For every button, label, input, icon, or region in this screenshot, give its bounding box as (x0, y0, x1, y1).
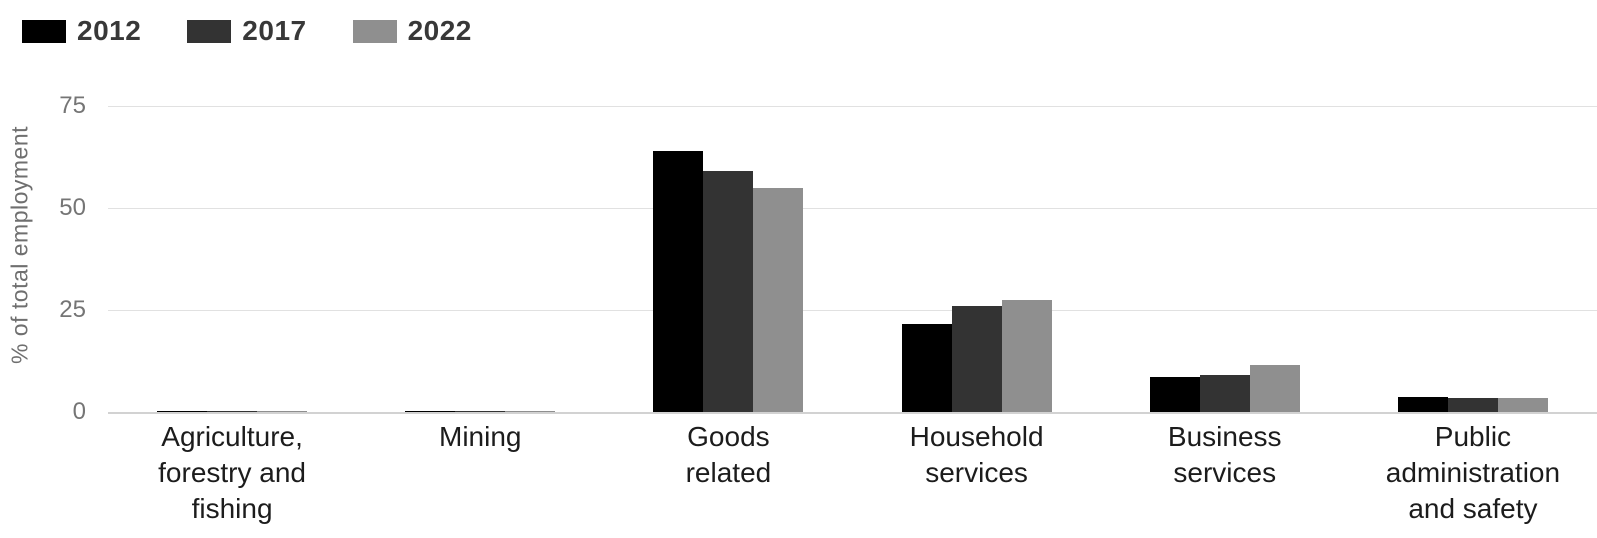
gridline-50 (108, 207, 1597, 209)
bar-groups (108, 70, 1597, 412)
y-tick-label-75: 75 (59, 91, 86, 119)
bar-group-1 (356, 411, 604, 412)
x-axis-label-4: Business services (1167, 421, 1282, 488)
bar-2022-category-0 (257, 411, 308, 412)
bar-2017-category-2 (703, 171, 754, 412)
y-tick-label-50: 50 (59, 193, 86, 221)
bar-2017-category-1 (455, 411, 506, 412)
legend-item-2017: 2017 (187, 15, 306, 47)
x-axis-label-3: Household services (909, 421, 1044, 488)
x-axis-labels: Agriculture, forestry and fishing Mining G… (108, 419, 1597, 527)
x-axis-label-1: Mining (439, 421, 522, 452)
legend-label: 2012 (77, 15, 142, 46)
bar-2012-category-2 (653, 151, 704, 412)
y-axis-title: % of total employment (6, 125, 33, 365)
legend-swatch-2022 (352, 19, 397, 43)
bar-2022-category-2 (753, 188, 804, 412)
x-axis-label-2: Goods related (685, 421, 772, 488)
bar-2022-category-5 (1497, 398, 1548, 412)
y-tick-label-25: 25 (59, 295, 86, 323)
legend: 2012 2017 2022 (22, 15, 472, 47)
bar-2017-category-3 (951, 306, 1002, 412)
gridline-75 (108, 105, 1597, 107)
legend-label: 2022 (407, 15, 472, 46)
bar-2012-category-3 (901, 324, 952, 412)
x-axis-label-5: Public administration and safety (1385, 421, 1561, 524)
bar-2012-category-4 (1149, 377, 1200, 412)
bar-group-2 (604, 151, 852, 412)
bar-2022-category-1 (505, 411, 556, 412)
legend-swatch-2012 (22, 19, 66, 43)
bar-2017-category-4 (1199, 375, 1250, 412)
bar-group-5 (1349, 397, 1597, 412)
x-axis-label-0: Agriculture, forestry and fishing (158, 421, 306, 524)
bar-2017-category-5 (1447, 398, 1498, 412)
bar-2012-category-0 (157, 411, 208, 412)
y-tick-label-0: 0 (72, 398, 86, 425)
bar-2012-category-5 (1397, 397, 1448, 412)
legend-swatch-2017 (187, 19, 232, 43)
legend-item-2022: 2022 (352, 15, 472, 47)
bar-group-3 (853, 300, 1101, 412)
legend-item-2012: 2012 (22, 15, 141, 47)
bar-2022-category-3 (1001, 300, 1052, 412)
bar-2022-category-4 (1249, 365, 1300, 412)
bar-2017-category-0 (207, 411, 258, 412)
gridline-25 (108, 309, 1597, 311)
legend-label: 2017 (242, 15, 307, 46)
bar-group-4 (1101, 365, 1349, 412)
bar-group-0 (108, 411, 356, 412)
plot-area (108, 70, 1597, 414)
bar-2012-category-1 (405, 411, 456, 412)
